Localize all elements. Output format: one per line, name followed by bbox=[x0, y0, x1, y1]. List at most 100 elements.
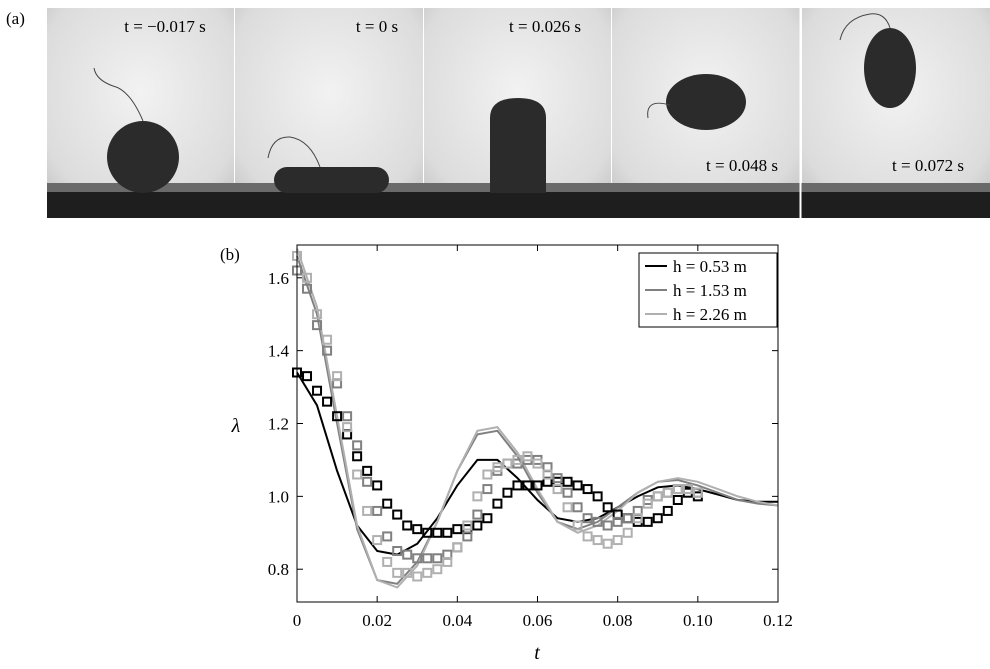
experiment-marker bbox=[372, 535, 383, 546]
string bbox=[839, 13, 891, 41]
experiment-marker bbox=[332, 371, 343, 382]
experiment-marker bbox=[452, 542, 463, 553]
experiment-marker bbox=[462, 520, 473, 531]
experiment-marker bbox=[602, 502, 613, 513]
experiment-marker bbox=[432, 527, 443, 538]
experiment-marker bbox=[332, 411, 343, 422]
legend-label: h = 1.53 m bbox=[673, 281, 747, 300]
experiment-marker bbox=[622, 513, 633, 524]
experiment-marker bbox=[472, 520, 483, 531]
legend-label: h = 2.26 m bbox=[673, 305, 747, 324]
experiment-marker bbox=[352, 440, 363, 451]
experiment-marker bbox=[642, 516, 653, 527]
droplet bbox=[864, 28, 916, 108]
experiment-marker bbox=[562, 487, 573, 498]
experiment-marker bbox=[422, 553, 433, 564]
experiment-marker bbox=[372, 505, 383, 516]
experiment-marker bbox=[582, 513, 593, 524]
experiment-marker bbox=[652, 513, 663, 524]
experiment-marker bbox=[662, 487, 673, 498]
experiment-marker bbox=[612, 516, 623, 527]
experiment-marker bbox=[392, 546, 403, 556]
experiment-marker bbox=[582, 484, 593, 495]
x-tick-label: 0.12 bbox=[763, 611, 793, 630]
experiment-marker bbox=[522, 480, 533, 491]
x-tick-label: 0.10 bbox=[683, 611, 713, 630]
x-axis-label: t bbox=[534, 642, 540, 664]
time-label: t = 0.026 s bbox=[509, 17, 581, 36]
droplet bbox=[274, 167, 389, 193]
experiment-marker bbox=[672, 484, 683, 495]
experiment-marker bbox=[432, 553, 443, 564]
experiment-marker bbox=[522, 451, 533, 462]
experiment-marker bbox=[662, 487, 673, 498]
experiment-marker bbox=[422, 567, 433, 578]
photo-strip: t = −0.017 s t = 0 s t = 0.026 s t = 0.0… bbox=[47, 8, 990, 218]
droplet bbox=[666, 74, 746, 130]
experiment-marker bbox=[382, 556, 393, 567]
experiment-marker bbox=[312, 320, 323, 331]
experiment-marker bbox=[482, 469, 493, 480]
experiment-marker bbox=[622, 527, 633, 538]
x-tick-label: 0.02 bbox=[362, 611, 392, 630]
string bbox=[93, 67, 144, 122]
experiment-marker bbox=[322, 334, 333, 345]
experiment-marker bbox=[442, 527, 453, 538]
experiment-marker bbox=[682, 484, 693, 495]
legend-label: h = 0.53 m bbox=[673, 257, 747, 276]
experiment-marker bbox=[362, 476, 373, 487]
y-tick-label: 1.4 bbox=[268, 342, 290, 361]
x-tick-label: 0.08 bbox=[603, 611, 633, 630]
experiment-marker bbox=[402, 520, 413, 531]
string bbox=[647, 102, 671, 119]
panel-label: (a) bbox=[6, 9, 25, 28]
experiment-marker bbox=[402, 567, 413, 578]
experiment-marker bbox=[482, 484, 493, 495]
experiment-marker bbox=[512, 454, 523, 465]
experiment-marker bbox=[362, 505, 373, 516]
y-tick-label: 1.0 bbox=[268, 487, 289, 506]
experiment-marker bbox=[532, 458, 543, 469]
experiment-marker bbox=[342, 411, 353, 422]
experiment-marker bbox=[322, 345, 333, 356]
time-label: t = 0.072 s bbox=[892, 156, 964, 175]
x-tick-label: 0.04 bbox=[442, 611, 472, 630]
y-tick-label: 0.8 bbox=[268, 560, 289, 579]
experiment-marker bbox=[382, 498, 393, 509]
experiment-marker bbox=[352, 469, 363, 480]
x-tick-label: 0.06 bbox=[523, 611, 553, 630]
experiment-marker bbox=[622, 513, 633, 524]
experiment-marker bbox=[422, 527, 433, 538]
experiment-marker bbox=[502, 458, 513, 469]
experiment-marker bbox=[382, 531, 393, 542]
experiment-marker bbox=[392, 509, 403, 520]
experiment-marker bbox=[532, 480, 543, 491]
experiment-marker bbox=[302, 272, 313, 283]
experiment-marker bbox=[552, 473, 563, 484]
experiment-marker bbox=[472, 491, 483, 502]
experiment-marker bbox=[302, 283, 313, 294]
experiment-marker bbox=[692, 487, 703, 498]
experiment-marker bbox=[412, 524, 423, 535]
experiment-marker bbox=[562, 476, 573, 487]
experiment-marker bbox=[602, 520, 613, 531]
y-tick-label: 1.6 bbox=[268, 269, 289, 288]
experiment-marker bbox=[612, 535, 623, 546]
time-label: t = 0 s bbox=[356, 17, 398, 36]
experiment-marker bbox=[372, 480, 383, 491]
experiment-marker bbox=[572, 502, 583, 513]
experiment-marker bbox=[342, 422, 353, 433]
experiment-marker bbox=[642, 498, 653, 509]
experiment-marker bbox=[412, 571, 423, 582]
experiment-marker bbox=[652, 491, 663, 502]
experiment-marker bbox=[452, 524, 463, 535]
experiment-marker bbox=[482, 513, 493, 524]
plot-frame bbox=[296, 244, 779, 603]
experiment-marker bbox=[552, 484, 563, 495]
experiment-marker bbox=[592, 516, 603, 527]
experiment-marker bbox=[662, 505, 673, 516]
droplet bbox=[107, 121, 179, 193]
experiment-marker bbox=[592, 491, 603, 502]
